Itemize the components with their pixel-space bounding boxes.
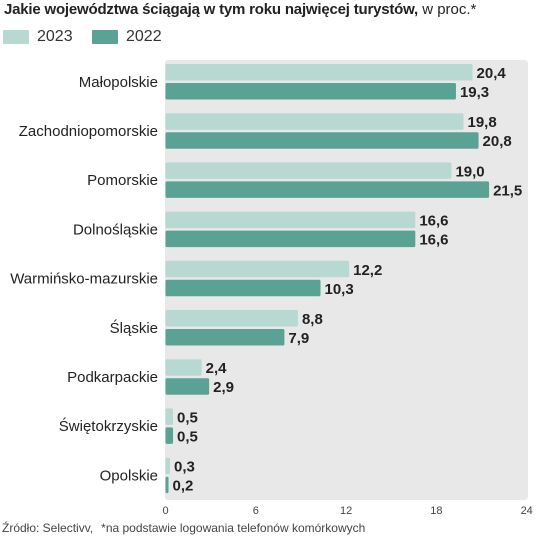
category-label: Małopolskie <box>79 74 158 91</box>
bar-2022 <box>165 378 210 395</box>
bar-2023 <box>165 162 452 179</box>
category-label: Warmińsko-mazurskie <box>10 271 158 288</box>
bar-2023 <box>165 310 298 327</box>
chart-title-main: Jakie województwa ściągają w tym roku na… <box>4 1 419 18</box>
bar-2023 <box>165 211 416 229</box>
x-tick-label: 18 <box>430 505 442 517</box>
x-tick-label: 6 <box>253 505 259 517</box>
data-label-2022: 21,5 <box>493 182 522 199</box>
bar-2023 <box>165 408 174 425</box>
data-label-2022: 20,8 <box>483 133 512 150</box>
chart-title: Jakie województwa ściągają w tym roku na… <box>4 1 476 18</box>
x-tick-label: 12 <box>340 505 352 517</box>
legend-swatch-2023 <box>3 30 29 44</box>
legend-swatch-2022 <box>92 30 118 44</box>
bar-2023 <box>165 359 202 376</box>
bar-2022 <box>165 476 169 494</box>
category-label: Dolnośląskie <box>73 221 158 238</box>
bar-2022 <box>165 427 174 444</box>
bar-2022 <box>165 181 490 198</box>
bar-chart: 0 6 12 18 24 Małopolskie 20,4 19,3 Zachodniopomo… <box>10 60 533 517</box>
category-label: Zachodniopomorskie <box>19 123 158 140</box>
x-tick-label: 0 <box>162 505 168 517</box>
bar-2022 <box>165 132 479 149</box>
data-label-2023: 19,0 <box>455 163 484 180</box>
data-label-2022: 0,2 <box>173 478 194 495</box>
data-label-2023: 16,6 <box>419 213 448 230</box>
bar-2023 <box>165 260 350 278</box>
category-label: Opolskie <box>100 467 158 484</box>
source-text: Źródło: Selectivv, <box>2 521 94 535</box>
bar-2023 <box>165 113 464 130</box>
data-label-2023: 19,8 <box>467 114 496 131</box>
legend-label-2023: 2023 <box>37 28 73 45</box>
data-label-2023: 12,2 <box>353 262 382 279</box>
footnote-text: *na podstawie logowania telefonów komórk… <box>101 521 366 535</box>
category-label: Śląskie <box>110 319 158 337</box>
bar-2022 <box>165 279 321 297</box>
category-label: Podkarpackie <box>67 369 158 386</box>
source-note: Źródło: Selectivv, *na podstawie logowani… <box>2 521 365 535</box>
bar-2022 <box>165 83 456 100</box>
data-label-2022: 7,9 <box>288 330 309 347</box>
data-label-2023: 2,4 <box>206 360 228 377</box>
legend-label-2022: 2022 <box>126 28 162 45</box>
data-label-2023: 8,8 <box>302 311 323 328</box>
data-label-2022: 16,6 <box>419 232 448 249</box>
data-label-2023: 0,3 <box>174 459 195 476</box>
bar-2022 <box>165 329 285 346</box>
data-label-2023: 20,4 <box>477 65 507 82</box>
x-tick-label: 24 <box>521 505 533 517</box>
data-label-2022: 10,3 <box>325 281 354 298</box>
data-label-2022: 19,3 <box>460 84 489 101</box>
data-label-2022: 0,5 <box>177 428 198 445</box>
category-label: Pomorskie <box>87 172 158 189</box>
data-label-2023: 0,5 <box>177 409 198 426</box>
bar-2023 <box>165 457 171 475</box>
category-label: Świętokrzyskie <box>59 417 158 435</box>
bar-2022 <box>165 230 416 248</box>
bar-2023 <box>165 64 473 81</box>
chart-title-unit: w proc.* <box>418 1 477 18</box>
data-label-2022: 2,9 <box>213 379 234 396</box>
